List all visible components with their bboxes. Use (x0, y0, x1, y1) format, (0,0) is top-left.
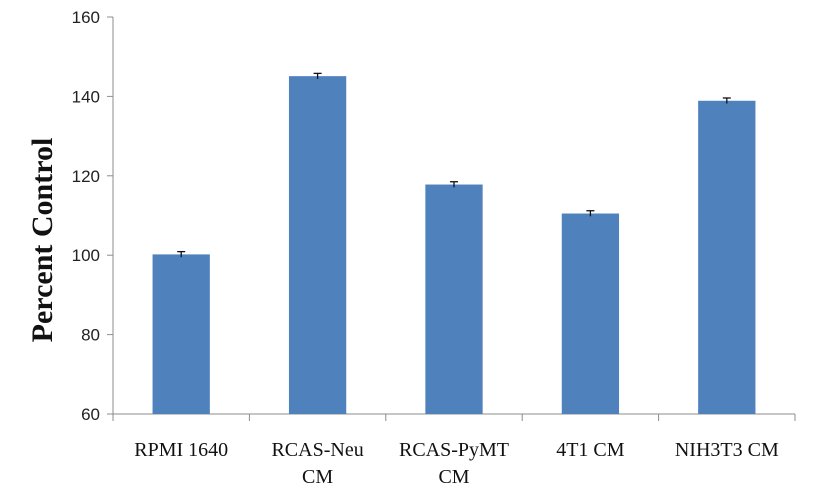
bar (288, 76, 347, 414)
x-axis (112, 413, 796, 421)
error-bar (450, 181, 458, 188)
y-tick-label: 140 (72, 87, 100, 106)
error-bar (313, 72, 322, 79)
x-tick-labels: RPMI 1640 RCAS-Neu CM RCAS-PyMT CM 4T1 CM NIH3… (134, 439, 779, 488)
y-tick-label: 60 (81, 405, 100, 424)
error-bars (177, 72, 731, 258)
y-axis-label: Percent Control (26, 138, 59, 343)
y-tick-label: 120 (72, 167, 100, 186)
x-tick-label: 4T1 CM (556, 439, 625, 461)
bar (561, 213, 620, 414)
y-tick-label: 160 (72, 8, 100, 27)
y-tick-label: 80 (81, 326, 100, 345)
bars (152, 76, 756, 414)
y-tick-label: 100 (72, 246, 100, 265)
x-tick-label: NIH3T3 CM (675, 439, 779, 461)
x-tick-label: RCAS-Neu (271, 439, 363, 461)
bar (152, 254, 210, 414)
y-axis: 60 80 100 120 140 160 (72, 8, 114, 424)
x-tick-label: CM (438, 466, 469, 488)
error-bar (177, 250, 186, 258)
error-bar (722, 97, 731, 104)
bar (698, 100, 756, 414)
bar (425, 184, 483, 414)
x-tick-label: RCAS-PyMT (399, 439, 509, 461)
x-tick-label: CM (302, 466, 333, 488)
x-tick-label: RPMI 1640 (134, 439, 228, 461)
error-bar (586, 210, 595, 217)
